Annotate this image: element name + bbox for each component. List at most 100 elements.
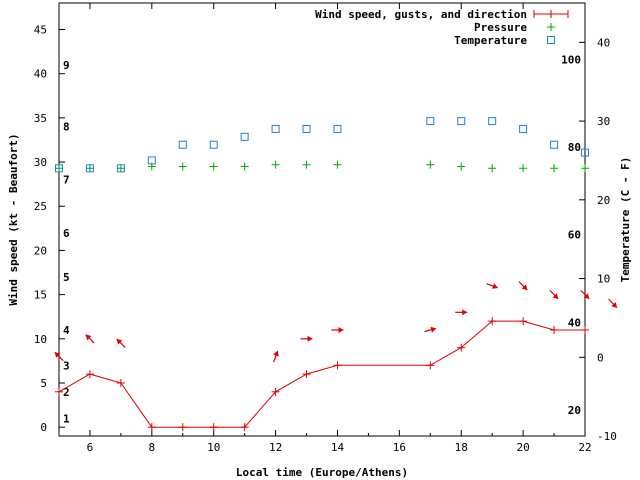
legend-square-swatch	[547, 36, 555, 44]
x-axis-label: Local time (Europe/Athens)	[236, 466, 408, 479]
pressure-point	[581, 164, 589, 173]
temperature-point	[85, 164, 94, 173]
wind-point	[178, 423, 187, 432]
beaufort-label: 9	[63, 59, 70, 72]
x-tick-label: 12	[269, 441, 282, 454]
x-tick-label: 8	[149, 441, 156, 454]
y-axis-label: Wind speed (kt - Beaufort)	[7, 133, 20, 305]
beaufort-label: 4	[63, 324, 70, 337]
wind-point	[116, 378, 125, 387]
beaufort-label: 1	[63, 412, 70, 425]
temperature-point	[240, 132, 249, 141]
x-tick-label: 20	[516, 441, 529, 454]
beaufort-label: 2	[63, 386, 70, 399]
legend-entry-label: Pressure	[474, 21, 527, 34]
axis-ticks: 6 8 10 12 14 16 18 20 22051015202530354045-10010…	[34, 3, 617, 454]
x-tick-label: 18	[455, 441, 468, 454]
x-tick-label: 16	[393, 441, 406, 454]
wind-point	[333, 361, 342, 370]
y-tick-label: 35	[34, 112, 47, 125]
fahrenheit-label: 40	[568, 317, 581, 330]
y-tick-label: 15	[34, 289, 47, 302]
pressure-point	[333, 160, 342, 169]
pressure-point	[116, 164, 125, 173]
wind-point	[581, 325, 589, 334]
pressure-point	[426, 160, 435, 169]
beaufort-label: 5	[63, 271, 70, 284]
temperature-point	[178, 140, 187, 149]
temperature-point	[550, 140, 559, 149]
wind-arrow	[424, 326, 437, 333]
y2-tick-label: -10	[597, 430, 617, 443]
legend-plus-swatch	[547, 23, 555, 31]
wind-arrow	[54, 351, 64, 362]
temperature-point	[55, 164, 63, 173]
pressure-point	[85, 164, 94, 173]
wind-point	[85, 370, 94, 379]
legend-entry-label: Wind speed, gusts, and direction	[315, 8, 527, 21]
wind-point	[519, 317, 528, 326]
beaufort-label: 7	[63, 174, 70, 187]
pressure-point	[550, 164, 559, 173]
wind-arrow	[116, 338, 126, 348]
wind-point	[302, 370, 311, 379]
temperature-point	[147, 156, 156, 165]
x-tick-label: 10	[207, 441, 220, 454]
wind-point	[457, 343, 466, 352]
y-tick-label: 30	[34, 156, 47, 169]
wind-arrow	[518, 281, 528, 291]
plot-frame	[58, 2, 586, 437]
legend-entry-label: Temperature	[454, 34, 527, 47]
temperature-point	[271, 124, 280, 133]
wind-arrow	[331, 326, 344, 333]
y-tick-label: 45	[34, 24, 47, 37]
pressure-point	[302, 160, 311, 169]
wind-speed-line	[58, 320, 585, 428]
beaufort-scale: 1 2 3 4 5 6 7 8 9	[63, 59, 70, 425]
y2-tick-label: 10	[597, 273, 610, 286]
pressure-point	[55, 164, 63, 173]
temperature-point	[333, 124, 342, 133]
wind-point	[147, 423, 156, 432]
y2-tick-label: 20	[597, 194, 610, 207]
y-tick-label: 10	[34, 333, 47, 346]
pressure-point	[209, 162, 218, 171]
pressure-point	[240, 162, 249, 171]
wind-point	[55, 387, 63, 396]
wind-arrow	[455, 309, 468, 316]
wind-arrow	[486, 283, 499, 289]
wind-arrow	[300, 335, 313, 342]
temperature-point	[519, 124, 528, 133]
series-group	[55, 117, 589, 432]
y2-tick-label: 30	[597, 115, 610, 128]
y2-tick-label: 40	[597, 36, 610, 49]
wind-point	[550, 325, 559, 334]
temperature-point	[209, 140, 218, 149]
fahrenheit-label: 20	[568, 404, 581, 417]
wind-arrow	[608, 298, 618, 309]
wind-direction-arrows	[54, 281, 618, 363]
pressure-point	[271, 160, 280, 169]
x-tick-label: 14	[331, 441, 345, 454]
fahrenheit-label: 100	[561, 54, 581, 67]
y-tick-label: 25	[34, 200, 47, 213]
beaufort-label: 8	[63, 121, 70, 134]
temperature-point	[426, 117, 435, 126]
y-tick-label: 5	[40, 377, 47, 390]
fahrenheit-label: 80	[568, 141, 581, 154]
y-tick-label: 20	[34, 244, 47, 257]
pressure-point	[488, 164, 497, 173]
wind-point	[488, 317, 497, 326]
temperature-point	[488, 117, 497, 126]
wind-arrow	[580, 289, 590, 300]
wind-arrow	[272, 350, 279, 363]
wind-point	[209, 423, 218, 432]
fahrenheit-scale: 20 40 60 80 100	[561, 54, 581, 417]
beaufort-label: 3	[63, 359, 70, 372]
pressure-point	[519, 164, 528, 173]
x-tick-label: 22	[578, 441, 591, 454]
y-tick-label: 40	[34, 68, 47, 81]
x-tick-label: 6	[87, 441, 94, 454]
temperature-point	[302, 124, 311, 133]
